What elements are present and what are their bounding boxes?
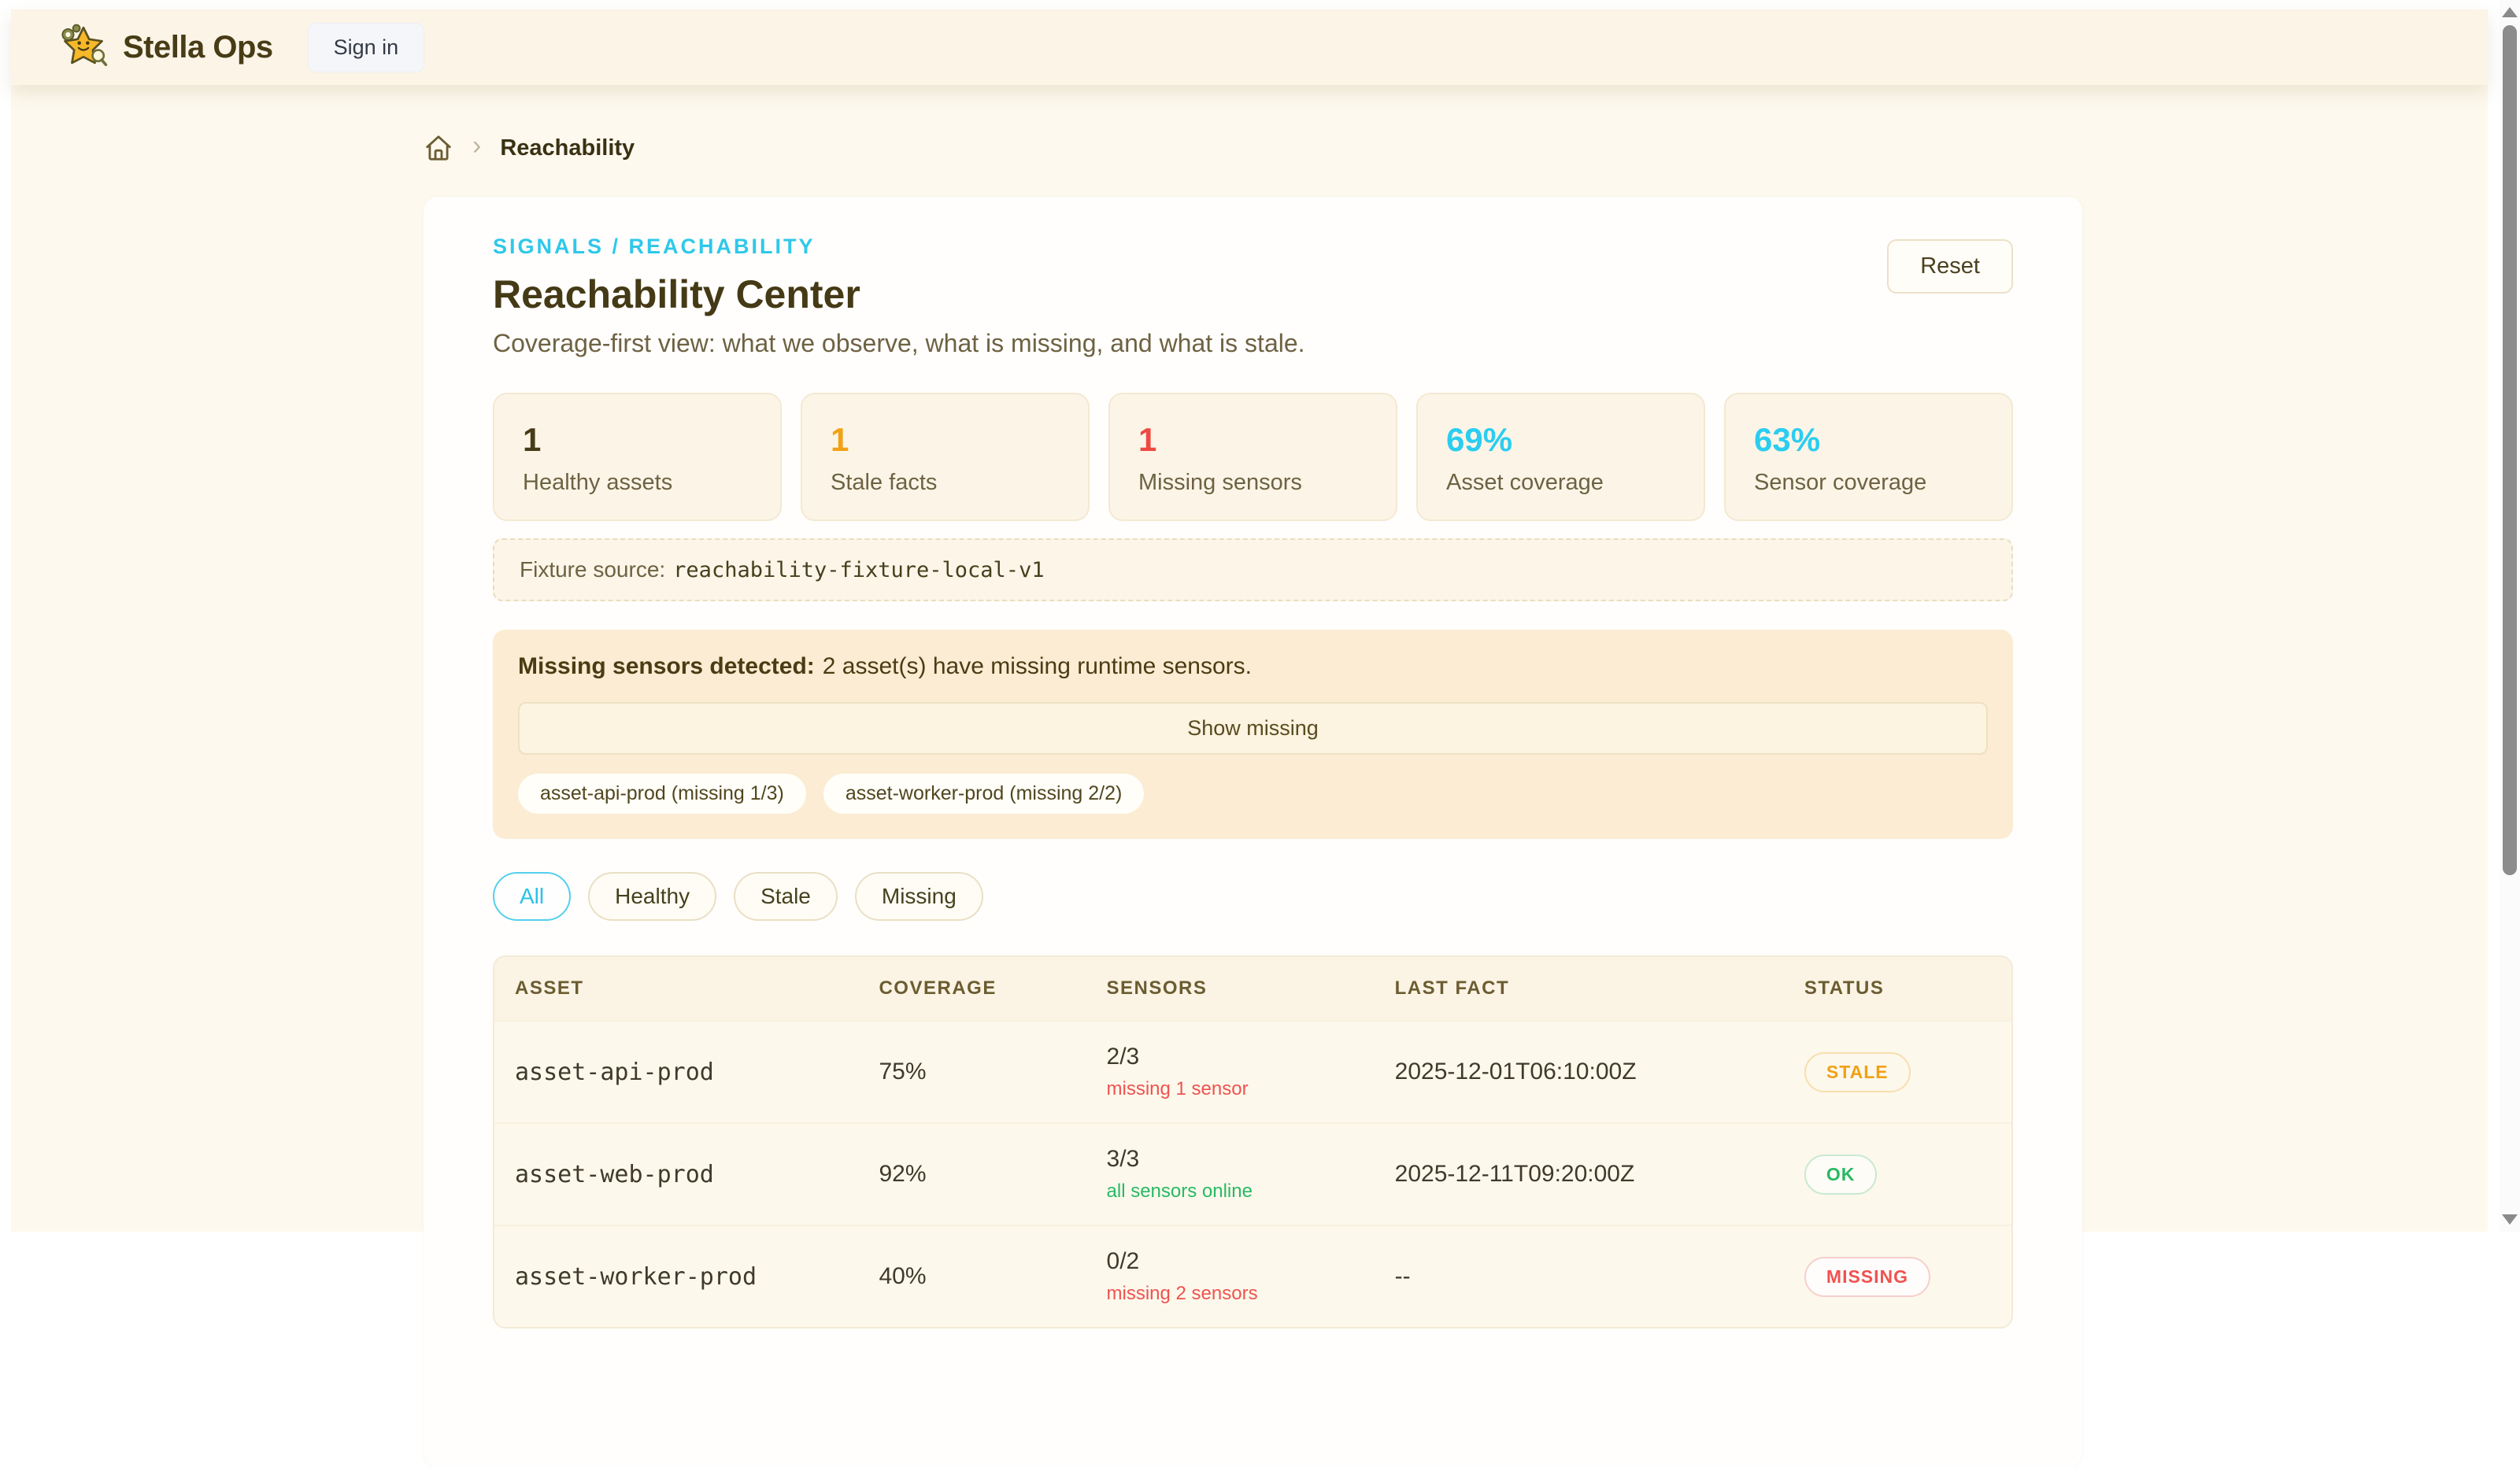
column-header-lastfact: LAST FACT xyxy=(1374,957,1784,1020)
table-row: asset-worker-prod 40% 0/2 missing 2 sens… xyxy=(494,1225,2011,1327)
stat-value: 69% xyxy=(1446,421,1513,458)
cell-asset: asset-api-prod xyxy=(494,1020,859,1122)
sensor-count: 2/3 xyxy=(1106,1044,1140,1070)
scrollbar-thumb[interactable] xyxy=(2503,25,2517,875)
show-missing-button[interactable]: Show missing xyxy=(518,702,1988,755)
scroll-down-arrow-icon[interactable] xyxy=(2502,1214,2518,1225)
status-badge: MISSING xyxy=(1804,1256,1931,1297)
cell-status: OK xyxy=(1783,1122,2011,1225)
cell-last-fact: 2025-12-11T09:20:00Z xyxy=(1374,1122,1784,1225)
missing-asset-chip: asset-worker-prod (missing 2/2) xyxy=(823,774,1145,814)
cell-last-fact: -- xyxy=(1374,1225,1784,1327)
assets-table: ASSET COVERAGE SENSORS LAST FACT STATUS … xyxy=(493,955,2013,1328)
status-filter-group: All Healthy Stale Missing xyxy=(493,872,2013,921)
cell-coverage: 40% xyxy=(858,1225,1086,1327)
brand-name: Stella Ops xyxy=(123,29,273,65)
card-heading: SIGNALS / REACHABILITY Reachability Cent… xyxy=(493,235,1305,358)
stat-value: 1 xyxy=(523,421,542,458)
sign-in-button[interactable]: Sign in xyxy=(307,22,425,72)
top-bar: Stella Ops Sign in xyxy=(11,9,2488,85)
filter-missing[interactable]: Missing xyxy=(854,872,983,921)
cell-status: MISSING xyxy=(1783,1225,2011,1327)
sensor-count: 3/3 xyxy=(1106,1146,1140,1172)
fixture-source-label: Fixture source: xyxy=(520,557,666,582)
stat-card-missing-sensors: 1 Missing sensors xyxy=(1108,393,1397,521)
missing-asset-chip: asset-api-prod (missing 1/3) xyxy=(518,774,806,814)
cell-sensors: 3/3 all sensors online xyxy=(1086,1122,1375,1225)
cell-last-fact: 2025-12-01T06:10:00Z xyxy=(1374,1020,1784,1122)
column-header-asset: ASSET xyxy=(494,957,859,1020)
chevron-right-icon: › xyxy=(472,131,482,161)
cell-status: STALE xyxy=(1783,1020,2011,1122)
missing-asset-chips: asset-api-prod (missing 1/3) asset-worke… xyxy=(518,774,1988,814)
breadcrumb-current: Reachability xyxy=(500,135,635,161)
stat-card-stale-facts: 1 Stale facts xyxy=(801,393,1090,521)
stat-label: Sensor coverage xyxy=(1754,470,1927,495)
stat-value: 63% xyxy=(1754,421,1821,458)
stat-card-healthy-assets: 1 Healthy assets xyxy=(493,393,782,521)
sensor-note: missing 2 sensors xyxy=(1106,1283,1258,1304)
status-badge: STALE xyxy=(1804,1051,1911,1092)
page-subtitle: Coverage-first view: what we observe, wh… xyxy=(493,329,1305,357)
stat-value: 1 xyxy=(831,421,849,458)
stats-row: 1 Healthy assets 1 Stale facts 1 Missing… xyxy=(493,393,2013,521)
stat-label: Stale facts xyxy=(831,470,938,495)
section-eyebrow: SIGNALS / REACHABILITY xyxy=(493,235,816,258)
fixture-source-value: reachability-fixture-local-v1 xyxy=(673,558,1045,582)
reset-button[interactable]: Reset xyxy=(1887,239,2013,294)
sensor-note: all sensors online xyxy=(1106,1181,1253,1202)
cell-coverage: 75% xyxy=(858,1020,1086,1122)
sensor-note: missing 1 sensor xyxy=(1106,1078,1249,1099)
brand: Stella Ops xyxy=(58,22,273,72)
cell-asset: asset-worker-prod xyxy=(494,1225,859,1327)
stat-card-asset-coverage: 69% Asset coverage xyxy=(1416,393,1705,521)
column-header-status: STATUS xyxy=(1783,957,2011,1020)
stat-label: Missing sensors xyxy=(1138,470,1302,495)
cell-coverage: 92% xyxy=(858,1122,1086,1225)
status-badge: OK xyxy=(1804,1154,1878,1195)
app-shell: Stella Ops Sign in › Reachability SIGNAL… xyxy=(11,9,2488,1467)
home-icon[interactable] xyxy=(424,133,453,163)
alert-text: 2 asset(s) have missing runtime sensors. xyxy=(822,653,1252,679)
stat-label: Healthy assets xyxy=(523,470,673,495)
alert-message: Missing sensors detected: 2 asset(s) have… xyxy=(518,653,1988,680)
filter-healthy[interactable]: Healthy xyxy=(588,872,717,921)
scroll-up-arrow-icon[interactable] xyxy=(2502,7,2518,17)
sensor-count: 0/2 xyxy=(1106,1248,1140,1274)
scrollbar[interactable] xyxy=(2500,0,2520,1232)
page-title: Reachability Center xyxy=(493,272,860,316)
column-header-sensors: SENSORS xyxy=(1086,957,1375,1020)
star-mascot-logo-icon xyxy=(61,24,108,66)
stat-label: Asset coverage xyxy=(1446,470,1604,495)
table-row: asset-web-prod 92% 3/3 all sensors onlin… xyxy=(494,1122,2011,1225)
fixture-source-bar: Fixture source: reachability-fixture-loca… xyxy=(493,538,2013,601)
stat-card-sensor-coverage: 63% Sensor coverage xyxy=(1724,393,2013,521)
alert-title: Missing sensors detected: xyxy=(518,653,815,679)
stat-value: 1 xyxy=(1138,421,1157,458)
cell-asset: asset-web-prod xyxy=(494,1122,859,1225)
cell-sensors: 2/3 missing 1 sensor xyxy=(1086,1020,1375,1122)
breadcrumb: › Reachability xyxy=(424,131,2082,165)
missing-sensors-alert: Missing sensors detected: 2 asset(s) have… xyxy=(493,630,2013,839)
reachability-card: SIGNALS / REACHABILITY Reachability Cent… xyxy=(424,197,2082,1467)
cell-sensors: 0/2 missing 2 sensors xyxy=(1086,1225,1375,1327)
column-header-coverage: COVERAGE xyxy=(858,957,1086,1020)
filter-all[interactable]: All xyxy=(493,872,572,921)
table-header-row: ASSET COVERAGE SENSORS LAST FACT STATUS xyxy=(494,957,2011,1020)
table-row: asset-api-prod 75% 2/3 missing 1 sensor … xyxy=(494,1020,2011,1122)
filter-stale[interactable]: Stale xyxy=(734,872,838,921)
